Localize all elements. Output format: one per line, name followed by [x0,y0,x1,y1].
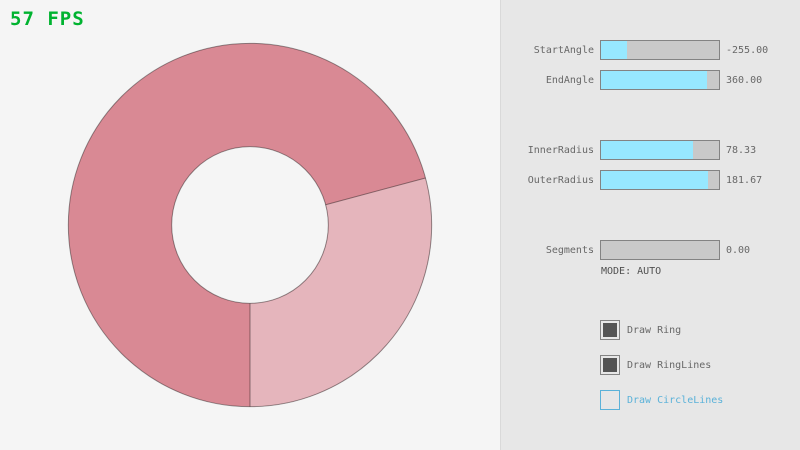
slider-fill-innerradius [601,141,694,159]
fps-counter: 57 FPS [10,8,85,30]
slider-value-outerradius: 181.67 [726,174,763,186]
draw-ringlines-checkbox[interactable] [600,355,620,375]
slider-fill-endangle [601,71,708,89]
controls-panel: StartAngle -255.00 EndAngle 360.00 Inner… [500,0,800,450]
slider-bar-segments[interactable] [600,240,720,260]
slider-label-segments: Segments [545,244,594,256]
draw-ring-label: Draw Ring [627,324,682,336]
segments-mode-text: MODE: AUTO [601,266,662,277]
checkbox-row-draw-ringlines: Draw RingLines [600,355,711,375]
checkbox-row-draw-ring: Draw Ring [600,320,681,340]
slider-fill-startangle [601,41,627,59]
ring-outer-line [67,42,433,408]
slider-label-endangle: EndAngle [545,74,594,86]
draw-circlelines-checkbox[interactable] [600,390,620,410]
slider-fill-outerradius [601,171,709,189]
slider-value-startangle: -255.00 [726,44,769,56]
draw-circlelines-label: Draw CircleLines [627,394,724,406]
slider-row-outerradius: OuterRadius 181.67 [501,170,800,190]
slider-bar-startangle[interactable] [600,40,720,60]
slider-row-innerradius: InnerRadius 78.33 [501,140,800,160]
ring-edge-line-start [325,177,426,206]
slider-value-endangle: 360.00 [726,74,763,86]
slider-row-endangle: EndAngle 360.00 [501,70,800,90]
slider-label-outerradius: OuterRadius [527,174,594,186]
slider-label-innerradius: InnerRadius [527,144,594,156]
drawing-canvas: 57 FPS [10,8,433,408]
slider-row-startangle: StartAngle -255.00 [501,40,800,60]
ring-graphic [67,42,433,408]
slider-bar-endangle[interactable] [600,70,720,90]
checkbox-row-draw-circlelines: Draw CircleLines [600,390,723,410]
slider-bar-outerradius[interactable] [600,170,720,190]
ring-fill-single [250,177,432,407]
slider-value-innerradius: 78.33 [726,144,757,156]
slider-row-segments: Segments 0.00 [501,240,800,260]
slider-label-startangle: StartAngle [533,44,594,56]
ring-inner-line [171,146,329,304]
draw-ring-checkbox[interactable] [600,320,620,340]
draw-ringlines-label: Draw RingLines [627,359,712,371]
slider-value-segments: 0.00 [726,244,751,256]
slider-bar-innerradius[interactable] [600,140,720,160]
